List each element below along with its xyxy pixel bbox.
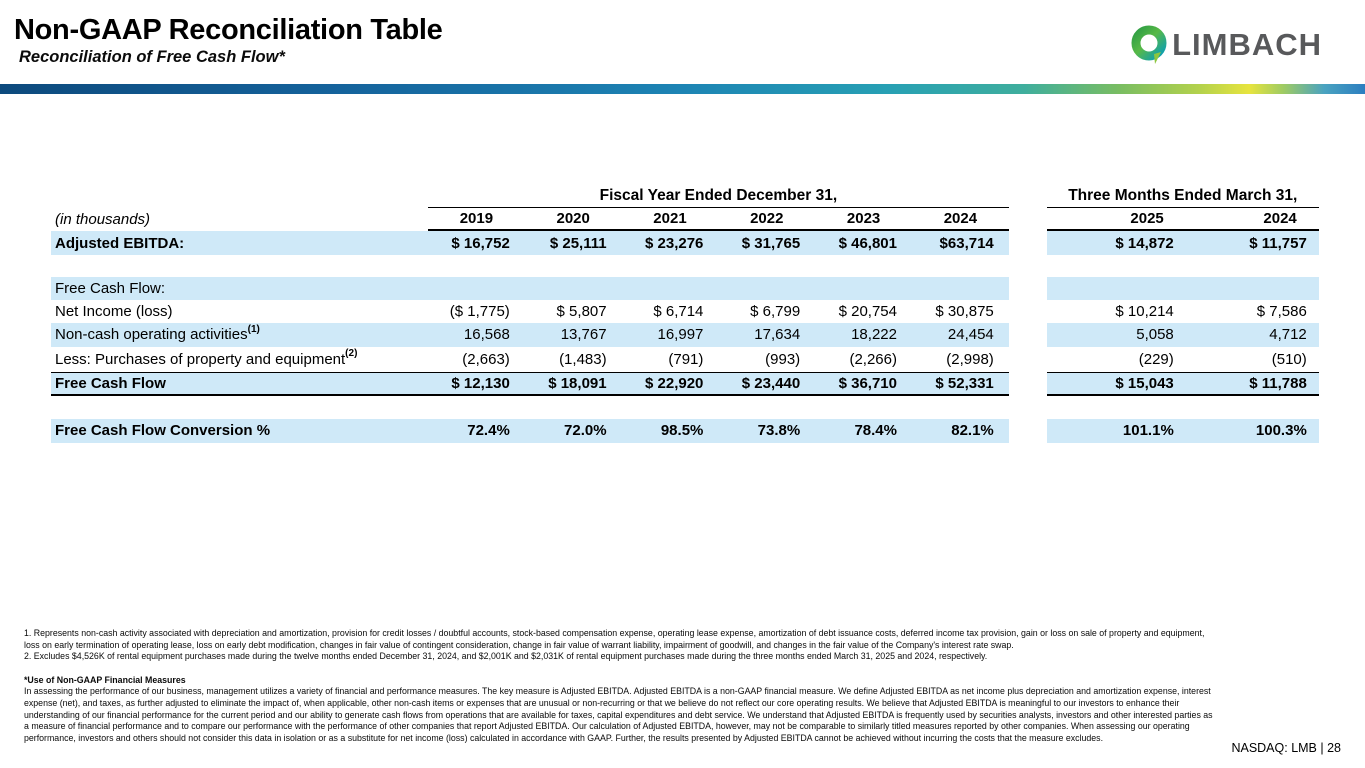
cell-value: $ 22,920 xyxy=(621,371,719,396)
cell-value: $ 11,757 xyxy=(1185,231,1319,255)
cell-value: $ 5,807 xyxy=(556,302,607,320)
table-row-noncash-operating: Non-cash operating activities (1) 16,568 … xyxy=(51,322,1319,347)
cell-value: 18,222 xyxy=(815,322,912,347)
table-row-free-cash-flow: Free Cash Flow $ 12,130 $ 18,091 $ 22,92… xyxy=(51,371,1319,396)
cell-value: $ 25,111 xyxy=(524,231,622,255)
cell-value: $ 15,043 xyxy=(1046,371,1186,396)
fiscal-group-header: Fiscal Year Ended December 31, xyxy=(428,184,1009,208)
cell-value: ($ 1,775) xyxy=(449,302,510,320)
cell-value: (2,998) xyxy=(946,350,994,368)
row-label: Free Cash Flow Conversion % xyxy=(51,418,428,443)
cell-value: 24,454 xyxy=(911,322,1009,347)
table-row-fcf-heading: Free Cash Flow: xyxy=(51,276,1319,300)
row-label: Free Cash Flow: xyxy=(51,276,428,300)
cell-value: (2,663) xyxy=(462,350,510,368)
footnotes-block: 1. Represents non-cash activity associat… xyxy=(24,628,1218,744)
reconciliation-table: Fiscal Year Ended December 31, Three Mon… xyxy=(51,184,1319,443)
non-gaap-measures-heading: *Use of Non-GAAP Financial Measures xyxy=(24,674,186,685)
cell-value: $ 11,788 xyxy=(1185,371,1319,396)
units-label: (in thousands) xyxy=(55,211,151,228)
footnote-1: 1. Represents non-cash activity associat… xyxy=(24,628,1205,650)
cell-value: (510) xyxy=(1271,350,1307,368)
table-group-header-row: Fiscal Year Ended December 31, Three Mon… xyxy=(51,184,1319,208)
cell-value: 73.8% xyxy=(718,418,816,443)
cell-value: 5,058 xyxy=(1046,322,1186,347)
cell-value: (2,266) xyxy=(849,350,897,368)
cell-value: $ 36,710 xyxy=(815,371,912,396)
cell-value: $ 6,799 xyxy=(750,302,801,320)
cell-value: (791) xyxy=(668,350,704,368)
cell-value: 98.5% xyxy=(621,418,719,443)
cell-value: $ 14,872 xyxy=(1046,231,1186,255)
cell-value: $ 10,214 xyxy=(1115,302,1174,320)
page-title: Non-GAAP Reconciliation Table xyxy=(14,14,443,46)
row-label: Non-cash operating activities (1) xyxy=(51,322,428,347)
quarter-group-header: Three Months Ended March 31, xyxy=(1046,184,1319,208)
cell-value: 72.4% xyxy=(428,418,525,443)
col-header-2021: 2021 xyxy=(621,208,719,231)
cell-value: $ 6,714 xyxy=(653,302,704,320)
table-row-adjusted-ebitda: Adjusted EBITDA: $ 16,752 $ 25,111 $ 23,… xyxy=(51,231,1319,255)
col-header-2019: 2019 xyxy=(428,208,525,231)
limbach-logo: LIMBACH xyxy=(1130,24,1322,66)
cell-value: 72.0% xyxy=(524,418,622,443)
cell-value: (229) xyxy=(1138,350,1174,368)
cell-value: $ 31,765 xyxy=(718,231,816,255)
cell-value: 82.1% xyxy=(911,418,1009,443)
cell-value: 78.4% xyxy=(815,418,912,443)
cell-value: $ 7,586 xyxy=(1256,302,1307,320)
header-titles: Non-GAAP Reconciliation Table Reconcilia… xyxy=(14,14,443,67)
col-header-2023: 2023 xyxy=(815,208,912,231)
col-header-2024: 2024 xyxy=(911,208,1009,231)
table-row-net-income: Net Income (loss) ($ 1,775) $ 5,807 $ 6,… xyxy=(51,299,1319,323)
col-header-2022: 2022 xyxy=(718,208,816,231)
cell-value: $ 23,440 xyxy=(718,371,816,396)
spacer-row xyxy=(51,255,1319,277)
row-label: Net Income (loss) xyxy=(55,302,173,320)
table-row-fcf-conversion: Free Cash Flow Conversion % 72.4% 72.0% … xyxy=(51,418,1319,443)
limbach-logo-text: LIMBACH xyxy=(1172,27,1322,62)
spacer-row xyxy=(51,395,1319,419)
cell-value: $63,714 xyxy=(911,231,1009,255)
page-subtitle: Reconciliation of Free Cash Flow* xyxy=(19,48,285,67)
table-year-header-row: (in thousands) 2019 2020 2021 2022 2023 … xyxy=(51,208,1319,231)
cell-value: 100.3% xyxy=(1185,418,1319,443)
cell-value: $ 18,091 xyxy=(524,371,622,396)
cell-value: $ 23,276 xyxy=(621,231,719,255)
table-row-capex: Less: Purchases of property and equipmen… xyxy=(51,346,1319,372)
cell-value: (993) xyxy=(765,350,801,368)
cell-value: $ 16,752 xyxy=(428,231,525,255)
cell-value: 16,997 xyxy=(621,322,719,347)
cell-value: $ 30,875 xyxy=(935,302,994,320)
ticker-page-number: NASDAQ: LMB | 28 xyxy=(1231,741,1341,755)
non-gaap-measures-text: In assessing the performance of our busi… xyxy=(24,686,1213,743)
row-label: Less: Purchases of property and equipmen… xyxy=(55,348,358,368)
cell-value: 13,767 xyxy=(524,322,622,347)
cell-value: 17,634 xyxy=(718,322,816,347)
row-label: Free Cash Flow xyxy=(51,371,428,396)
footnote-2: 2. Excludes $4,526K of rental equipment … xyxy=(24,651,988,662)
cell-value: $ 46,801 xyxy=(815,231,912,255)
cell-value: $ 12,130 xyxy=(428,371,525,396)
cell-value: $ 52,331 xyxy=(911,371,1009,396)
limbach-drop-icon xyxy=(1130,24,1168,66)
col-header-q2025: 2025 xyxy=(1046,208,1186,231)
brand-gradient-bar xyxy=(0,84,1365,94)
cell-value: (1,483) xyxy=(559,350,607,368)
cell-value: 4,712 xyxy=(1185,322,1319,347)
cell-value: $ 20,754 xyxy=(838,302,897,320)
col-header-2020: 2020 xyxy=(524,208,622,231)
cell-value: 16,568 xyxy=(428,322,525,347)
row-label: Adjusted EBITDA: xyxy=(51,231,428,255)
cell-value: 101.1% xyxy=(1046,418,1186,443)
col-header-q2024: 2024 xyxy=(1185,208,1319,231)
